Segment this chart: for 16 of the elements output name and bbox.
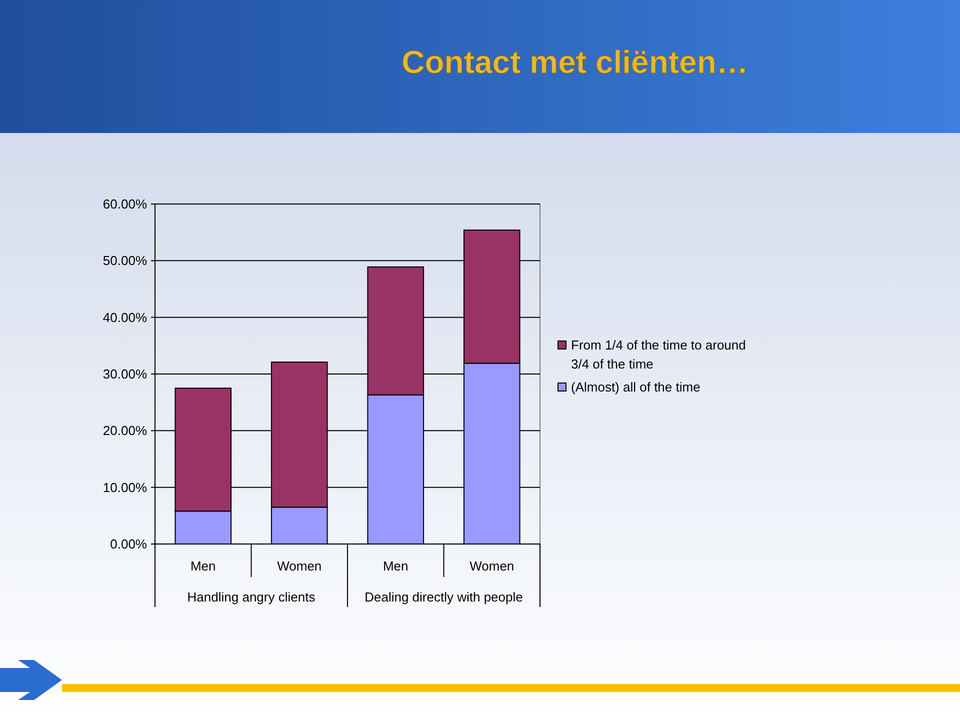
y-tick-label: 50.00%: [102, 253, 148, 268]
legend-label: From 1/4 of the time to around 3/4 of the time: [571, 338, 746, 372]
chart-title: Contact met cliënten…: [402, 44, 748, 80]
x-tick-label: Men: [190, 558, 216, 574]
y-tick-label: 20.00%: [102, 423, 148, 438]
legend-label: (Almost) all of the time: [571, 380, 700, 395]
text: Handling angry clients: [187, 590, 316, 605]
y-tick-label: 0.00%: [110, 536, 148, 552]
y-tick-label: 30.00%: [102, 366, 148, 382]
text: Dealing directly with people: [364, 590, 523, 605]
y-tick-label: 10.00%: [102, 480, 148, 495]
x-tick-label: Women: [470, 558, 514, 574]
x-tick-label: Women: [277, 558, 322, 574]
x-tick-label: Men: [382, 558, 408, 574]
y-tick-label: 60.00%: [102, 196, 148, 212]
y-tick-label: 40.00%: [102, 310, 148, 325]
